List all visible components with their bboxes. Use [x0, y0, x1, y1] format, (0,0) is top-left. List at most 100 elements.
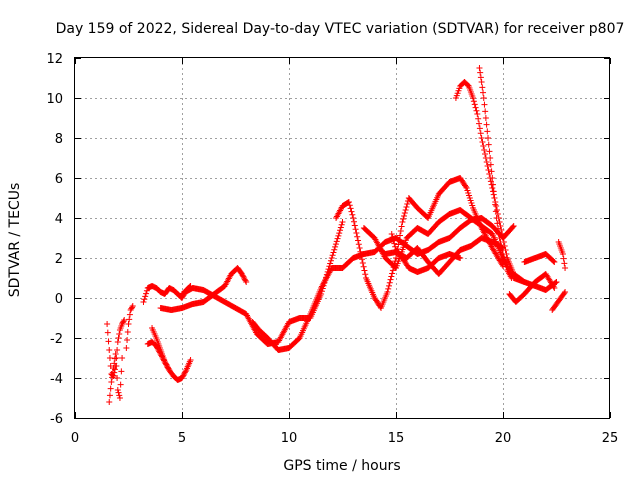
- data-point: [490, 181, 497, 188]
- data-point: [354, 233, 361, 240]
- data-point: [485, 167, 492, 173]
- data-point: [113, 363, 120, 369]
- data-point: [492, 201, 499, 208]
- data-point: [489, 175, 496, 181]
- data-point: [179, 373, 186, 380]
- series-arc-15: [476, 65, 515, 281]
- data-point: [239, 272, 246, 279]
- data-point: [404, 201, 411, 207]
- data-point: [395, 241, 402, 248]
- data-point: [119, 319, 126, 326]
- data-point: [114, 375, 121, 381]
- data-point: [397, 232, 404, 239]
- data-point: [332, 243, 339, 250]
- data-point: [471, 101, 478, 108]
- data-point: [124, 329, 131, 335]
- y-tick-label: 10: [46, 92, 63, 107]
- data-point: [353, 230, 360, 236]
- data-point: [389, 234, 396, 241]
- data-point: [143, 290, 150, 297]
- data-point: [338, 221, 345, 228]
- data-point: [551, 259, 558, 265]
- data-point: [489, 185, 496, 191]
- y-tick-label: -2: [50, 332, 63, 347]
- data-point: [327, 260, 334, 267]
- data-point: [399, 219, 406, 225]
- chart-title: Day 159 of 2022, Sidereal Day-to-day VTE…: [56, 21, 625, 37]
- data-point: [327, 257, 334, 264]
- axis-ticks: 0 5 10 15 20 25 -6 -4 -2 0 2 4 6 8 10 12: [46, 52, 618, 446]
- data-point: [391, 240, 398, 247]
- data-point: [473, 107, 480, 114]
- data-point: [241, 276, 248, 283]
- data-point: [355, 241, 362, 248]
- data-point: [346, 202, 353, 209]
- data-point: [385, 282, 392, 289]
- data-point: [345, 199, 352, 205]
- data-point: [498, 227, 505, 233]
- series-arc-7: [157, 265, 250, 313]
- data-point: [106, 355, 113, 361]
- data-point: [125, 321, 132, 327]
- data-point: [165, 365, 172, 372]
- data-point: [182, 368, 189, 375]
- data-point: [115, 389, 122, 396]
- data-point: [403, 204, 410, 210]
- y-tick-label: 0: [55, 292, 63, 307]
- data-point: [483, 159, 490, 165]
- data-point: [119, 321, 126, 327]
- y-tick-label: 6: [55, 172, 63, 187]
- data-point: [350, 215, 357, 221]
- data-point: [359, 260, 366, 266]
- y-axis-label: SDTVAR / TECUs: [7, 183, 23, 298]
- data-point: [480, 95, 487, 101]
- data-point: [114, 339, 121, 345]
- data-point: [332, 241, 339, 248]
- data-point: [351, 218, 358, 225]
- data-point: [508, 275, 515, 281]
- series-arc-10: [333, 175, 506, 311]
- data-point: [164, 363, 171, 369]
- data-point: [331, 246, 338, 253]
- y-tick-label: 12: [46, 52, 63, 67]
- data-point: [482, 115, 489, 121]
- data-point: [561, 290, 568, 297]
- series-arc-14: [452, 79, 528, 285]
- data-point: [339, 219, 346, 225]
- x-tick-label: 15: [388, 431, 405, 446]
- data-point: [126, 316, 133, 323]
- data-point: [480, 143, 487, 149]
- data-point: [128, 305, 135, 312]
- data-point: [355, 237, 362, 244]
- data-point: [113, 355, 120, 361]
- data-point: [241, 275, 248, 281]
- data-point: [330, 249, 337, 256]
- data-point: [470, 95, 477, 101]
- data-point: [123, 345, 130, 351]
- data-point: [476, 125, 483, 132]
- series-arc-13: [388, 231, 464, 275]
- data-point: [478, 135, 485, 141]
- data-point: [392, 243, 399, 250]
- data-point: [389, 267, 396, 274]
- data-point: [487, 161, 494, 168]
- data-point: [550, 283, 557, 290]
- data-point: [359, 256, 366, 263]
- data-point: [495, 231, 502, 237]
- data-point: [393, 255, 399, 261]
- data-point: [499, 247, 506, 253]
- data-point: [104, 321, 111, 327]
- data-point: [329, 252, 336, 259]
- data-point: [476, 120, 483, 127]
- x-tick-label: 20: [495, 431, 512, 446]
- data-point: [477, 130, 484, 137]
- data-point: [389, 270, 396, 277]
- data-point: [143, 287, 150, 294]
- series-arc-6: [149, 325, 173, 373]
- data-point: [179, 375, 185, 381]
- data-point: [502, 260, 509, 267]
- data-point: [356, 245, 363, 251]
- data-point: [492, 208, 499, 215]
